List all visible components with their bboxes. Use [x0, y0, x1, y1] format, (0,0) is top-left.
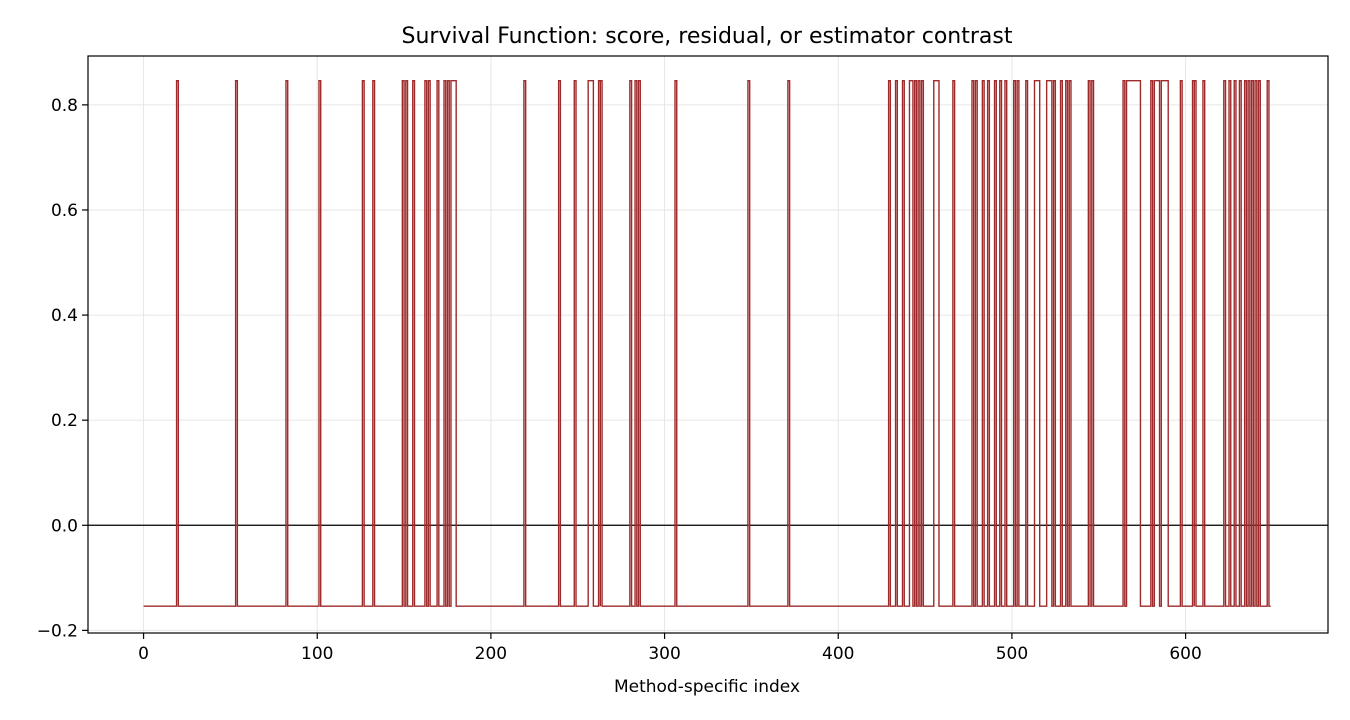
x-axis-ticks: 0 100 200 300 400 500 600	[138, 633, 1202, 664]
x-tick-label: 400	[822, 644, 854, 664]
x-tick-label: 600	[1169, 644, 1201, 664]
series-line	[143, 80, 1271, 607]
y-tick-label: 0.8	[51, 96, 78, 116]
y-tick-label: 0.0	[51, 516, 78, 536]
y-tick-label: −0.2	[37, 621, 78, 641]
x-tick-label: 0	[138, 644, 149, 664]
x-tick-label: 300	[648, 644, 680, 664]
y-axis-ticks: −0.2 0.0 0.2 0.4 0.6 0.8	[37, 96, 88, 641]
y-tick-label: 0.6	[51, 201, 78, 221]
plot-frame	[87, 55, 1329, 634]
x-tick-label: 200	[475, 644, 507, 664]
y-tick-label: 0.2	[51, 411, 78, 431]
x-tick-label: 500	[996, 644, 1028, 664]
x-tick-label: 100	[301, 644, 333, 664]
x-axis-label: Method-specific index	[614, 677, 800, 697]
chart-title: Survival Function: score, residual, or e…	[402, 24, 1013, 49]
y-tick-label: 0.4	[51, 306, 78, 326]
